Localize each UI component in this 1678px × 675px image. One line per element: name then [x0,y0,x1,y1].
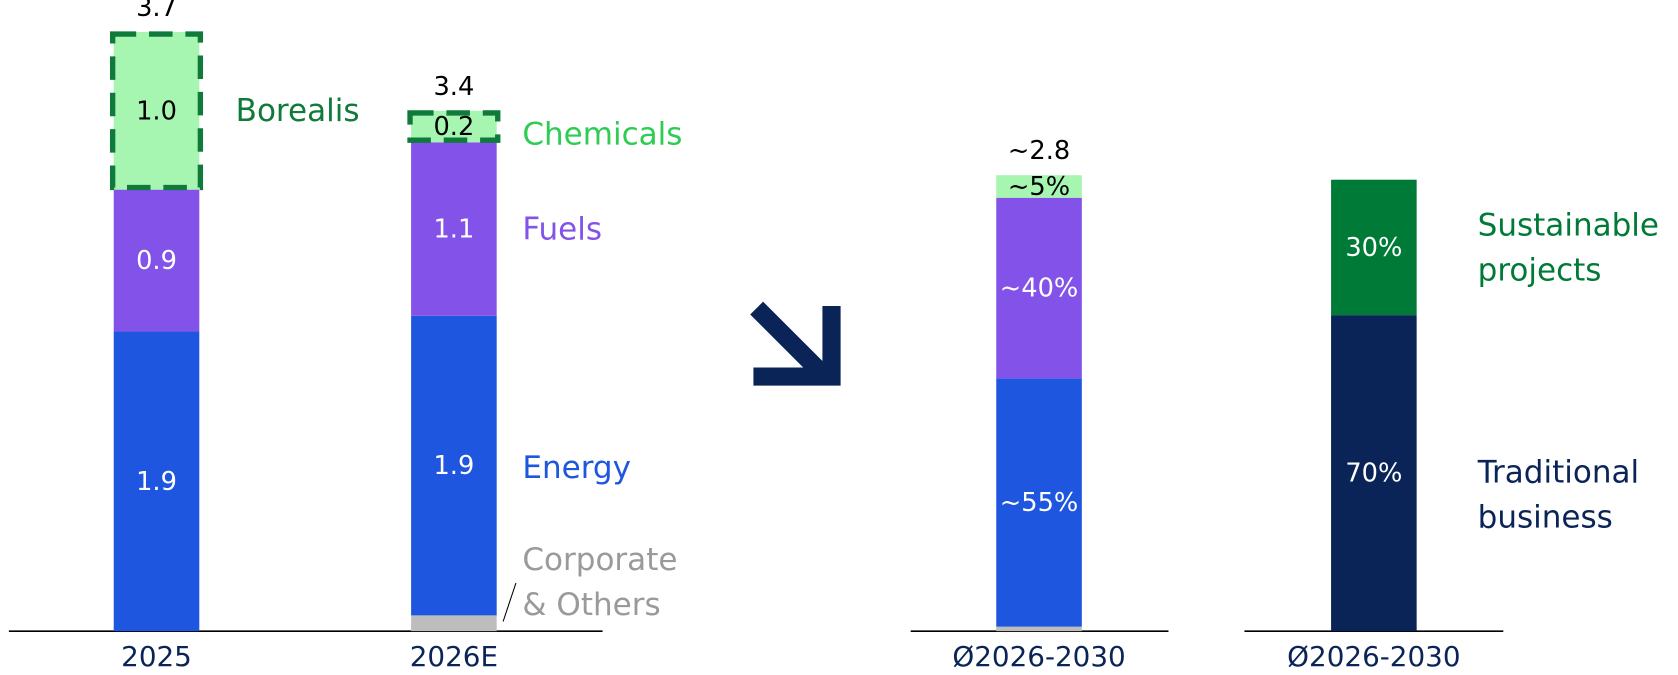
x-tick-label: 2025 [121,640,192,673]
series-label: Energy [522,449,631,486]
bar-segment [113,331,200,632]
bar-segment [996,175,1082,198]
bar-segment [996,378,1082,627]
bar-segment [996,626,1082,632]
data-label: ~40% [1000,274,1079,304]
series-label-box: Fuels [522,210,603,248]
x-tick-label: Ø2026-2030 [1287,640,1460,673]
series-label: Fuels [522,210,603,248]
bar-segment [411,615,497,632]
series-label-box: Chemicals [522,115,683,152]
total-label: 3.4 [433,72,474,102]
arrow-icon [750,301,841,386]
data-label: 1.1 [433,215,474,245]
series-label-box: Borealis [235,91,360,129]
series-label-box: Corporate & Others [522,541,678,623]
data-label: 1.9 [136,467,177,497]
x-tick-label: 2026E [410,640,498,673]
data-label: 1.9 [433,451,474,481]
data-label: 30% [1345,233,1402,263]
series-label: Chemicals [522,115,683,152]
data-label: 0.2 [433,112,474,142]
data-label: 0.9 [136,246,177,276]
series-label-box: Traditional business [1477,453,1640,535]
data-label: 1.0 [136,96,177,126]
bar-segment [411,110,497,143]
leader-line [502,582,517,622]
bar-segment [113,189,200,332]
series-label: Traditional business [1477,453,1640,535]
series-label-box: Energy [522,449,631,486]
series-label-box: Sustainable projects [1477,206,1660,288]
total-label: ~2.8 [1008,136,1070,166]
bar-segment [411,315,497,616]
bar-segment [996,197,1082,379]
data-label: ~55% [1000,488,1079,518]
bar-segment [1331,315,1417,632]
data-label: 70% [1345,459,1402,489]
series-label: Borealis [235,91,360,129]
series-label: Corporate & Others [522,541,678,623]
highlight-box [407,110,501,143]
bar-segment [411,142,497,316]
x-tick-label: Ø2026-2030 [952,640,1125,673]
total-label: 3.7 [136,0,177,23]
bar-segment [1331,179,1417,316]
data-label: ~5% [1008,172,1070,202]
highlight-box [109,31,204,191]
series-label: Sustainable projects [1477,206,1660,288]
bar-segment [113,31,200,190]
